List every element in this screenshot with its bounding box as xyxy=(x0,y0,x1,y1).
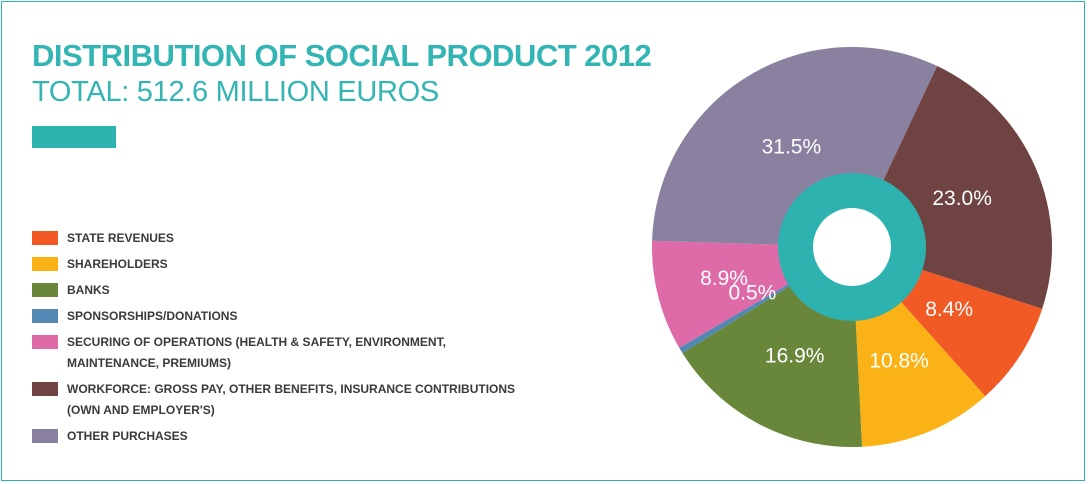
legend-swatch xyxy=(32,382,58,396)
legend-label: WORKFORCE: GROSS PAY, OTHER BENEFITS, IN… xyxy=(67,382,516,417)
slice-value-label: 10.8% xyxy=(869,349,929,372)
legend-item-workforce: WORKFORCE: GROSS PAY, OTHER BENEFITS, IN… xyxy=(32,379,592,421)
legend-label: OTHER PURCHASES xyxy=(67,429,188,443)
legend-item-other-purchases: OTHER PURCHASES xyxy=(32,426,592,447)
slice-value-label: 8.9% xyxy=(700,267,748,290)
center-hole xyxy=(813,208,891,286)
legend-label: STATE REVENUES xyxy=(67,231,174,245)
legend-swatch xyxy=(32,309,58,323)
legend-item-sponsorships: SPONSORSHIPS/DONATIONS xyxy=(32,306,592,327)
slice-value-label: 23.0% xyxy=(932,187,992,210)
slice-value-label: 0.5% xyxy=(728,281,776,304)
legend-label: SECURING OF OPERATIONS (HEALTH & SAFETY,… xyxy=(67,335,446,370)
legend-item-state-revenues: STATE REVENUES xyxy=(32,228,592,249)
legend-item-shareholders: SHAREHOLDERS xyxy=(32,254,592,275)
legend-label: SPONSORSHIPS/DONATIONS xyxy=(67,309,238,323)
legend-label: BANKS xyxy=(67,283,110,297)
slice-value-label: 16.9% xyxy=(765,344,825,367)
chart-subtitle: TOTAL: 512.6 MILLION EUROS xyxy=(32,76,439,108)
slice-value-label: 8.4% xyxy=(925,298,973,321)
chart-title: DISTRIBUTION OF SOCIAL PRODUCT 2012 xyxy=(32,38,652,73)
legend: STATE REVENUES SHAREHOLDERS BANKS SPONSO… xyxy=(32,228,592,452)
legend-swatch xyxy=(32,429,58,443)
legend-label: SHAREHOLDERS xyxy=(67,257,168,271)
legend-swatch xyxy=(32,283,58,297)
accent-bar xyxy=(32,126,116,148)
legend-item-banks: BANKS xyxy=(32,280,592,301)
legend-swatch xyxy=(32,257,58,271)
donut-chart: 8.4% 10.8% 16.9% 0.5%8.9% 31.5% 23.0% xyxy=(652,46,1052,447)
legend-swatch xyxy=(32,335,58,349)
legend-item-securing-operations: SECURING OF OPERATIONS (HEALTH & SAFETY,… xyxy=(32,332,592,374)
legend-swatch xyxy=(32,231,58,245)
slice-value-label: 31.5% xyxy=(762,136,822,159)
